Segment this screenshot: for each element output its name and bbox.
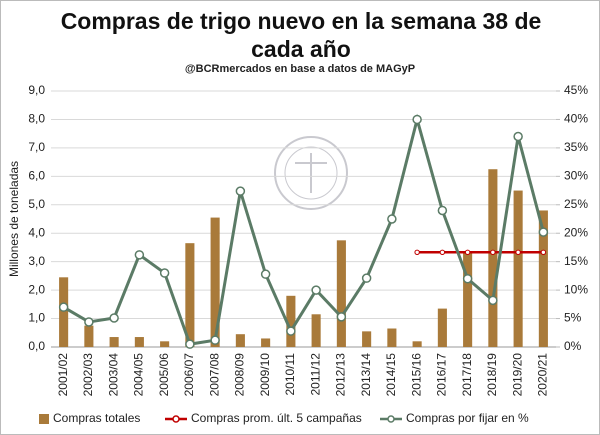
marker <box>311 285 321 295</box>
x-tick-label: 2016/17 <box>435 353 449 397</box>
x-tick-label: 2004/05 <box>132 353 146 397</box>
y2-tick-label: 25% <box>564 197 588 211</box>
y2-tick-label: 10% <box>564 282 588 296</box>
marker <box>109 313 119 323</box>
legend-label: Compras por fijar en % <box>406 411 529 425</box>
marker <box>361 273 372 283</box>
marker <box>84 317 94 327</box>
bar <box>109 337 119 347</box>
marker <box>515 249 521 255</box>
marker <box>490 249 496 255</box>
y-tick-label: 2,0 <box>28 282 45 296</box>
marker <box>439 249 446 255</box>
y2-tick-label: 5% <box>564 311 582 325</box>
bar <box>235 334 245 347</box>
y-tick-label: 0,0 <box>28 339 45 353</box>
x-tick-label: 2015/16 <box>409 353 423 397</box>
y2-tick-label: 0% <box>564 339 582 353</box>
marker <box>159 268 170 278</box>
chart-subtitle: @BCRmercados en base a datos de MAGyP <box>184 63 416 75</box>
x-tick-label: 2017/18 <box>460 353 474 397</box>
x-tick-label: 2008/09 <box>233 353 247 397</box>
bar <box>210 217 220 347</box>
x-tick-label: 2002/03 <box>81 353 95 397</box>
legend-swatch <box>387 415 395 423</box>
marker <box>513 131 523 142</box>
y2-tick-label: 30% <box>564 169 588 183</box>
legend-swatch <box>39 414 49 424</box>
bar <box>488 169 498 347</box>
x-tick-label: 2010/11 <box>283 353 297 396</box>
x-tick-label: 2003/04 <box>106 353 120 397</box>
logo <box>274 136 348 210</box>
legend-swatch <box>172 415 180 423</box>
x-tick-label: 2005/06 <box>157 353 171 397</box>
marker <box>437 205 448 216</box>
bar <box>412 341 422 347</box>
marker <box>462 273 473 284</box>
y-axis-title: Millones de toneladas <box>7 161 21 277</box>
marker <box>260 269 271 279</box>
x-tick-label: 2006/07 <box>182 353 196 397</box>
x-tick-label: 2011/12 <box>308 353 322 396</box>
bar <box>437 308 447 347</box>
y-tick-label: 9,0 <box>28 83 45 97</box>
bar <box>463 251 473 347</box>
marker <box>185 339 195 349</box>
legend-label: Compras prom. últ. 5 campañas <box>191 411 362 425</box>
x-tick-label: 2012/13 <box>334 353 348 397</box>
x-tick-label: 2018/19 <box>485 353 499 397</box>
bar <box>362 331 372 347</box>
line <box>62 113 545 346</box>
y-tick-label: 6,0 <box>28 169 45 183</box>
bar <box>261 338 271 347</box>
y2-tick-label: 35% <box>564 140 588 154</box>
bar <box>160 341 170 347</box>
x-tick-label: 2007/08 <box>207 353 221 397</box>
bar <box>134 337 144 347</box>
x-tick-label: 2009/10 <box>258 353 272 397</box>
marker <box>58 302 69 312</box>
bar <box>59 277 69 347</box>
marker <box>488 295 498 306</box>
marker <box>387 214 397 224</box>
y2-tick-label: 40% <box>564 112 588 126</box>
marker <box>464 249 471 255</box>
y-tick-label: 7,0 <box>28 140 45 154</box>
marker <box>414 249 420 255</box>
y2-tick-label: 20% <box>564 225 588 239</box>
y-tick-label: 5,0 <box>28 197 45 211</box>
x-tick-label: 2014/15 <box>384 353 398 397</box>
x-tick-label: 2020/21 <box>536 353 550 397</box>
x-tick-label: 2001/02 <box>56 353 70 397</box>
marker <box>210 335 220 345</box>
marker <box>538 227 549 237</box>
bar <box>286 295 296 347</box>
marker <box>412 114 422 125</box>
bar <box>387 328 397 347</box>
y2-tick-label: 45% <box>564 83 588 97</box>
y2-tick-label: 15% <box>564 254 588 268</box>
bar <box>538 210 548 347</box>
x-tick-label: 2013/14 <box>359 353 373 397</box>
marker <box>134 250 145 260</box>
marker <box>235 186 246 196</box>
chart-title: Compras de trigo nuevo en la semana 38 d… <box>60 8 542 62</box>
marker <box>286 326 296 336</box>
bar <box>311 314 321 347</box>
legend-label: Compras totales <box>53 411 140 425</box>
bar <box>84 325 94 347</box>
marker <box>540 249 547 255</box>
x-tick-label: 2019/20 <box>510 353 524 397</box>
y-tick-label: 3,0 <box>28 254 45 268</box>
y-tick-label: 1,0 <box>28 311 45 325</box>
y-tick-label: 4,0 <box>28 225 45 239</box>
y-tick-label: 8,0 <box>28 112 45 126</box>
bar <box>336 240 346 347</box>
marker <box>336 312 347 322</box>
bar <box>513 190 523 347</box>
bar <box>185 243 195 347</box>
